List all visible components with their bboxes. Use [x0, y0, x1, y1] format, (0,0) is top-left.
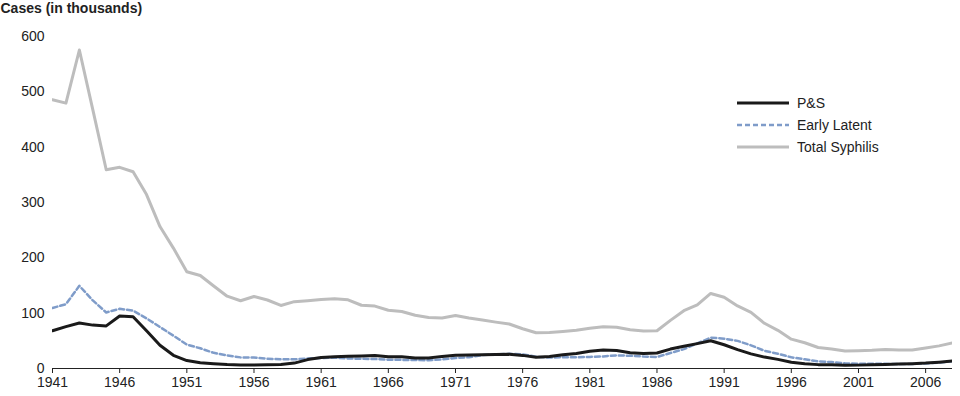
html-text:Early Latent: Early Latent: [797, 117, 872, 133]
svg-text:1991: 1991: [709, 374, 740, 390]
svg-text:1976: 1976: [507, 374, 538, 390]
svg-text:1961: 1961: [306, 374, 337, 390]
svg-text:1996: 1996: [776, 374, 807, 390]
svg-text:1981: 1981: [574, 374, 605, 390]
svg-text:400: 400: [21, 139, 45, 155]
html-text:P&S: P&S: [797, 95, 825, 111]
svg-text:1946: 1946: [104, 374, 135, 390]
svg-text:0: 0: [36, 360, 45, 376]
svg-text:2001: 2001: [843, 374, 874, 390]
svg-text:300: 300: [21, 194, 45, 210]
svg-text:1971: 1971: [440, 374, 471, 390]
svg-text:1941: 1941: [37, 374, 68, 390]
svg-text:2006: 2006: [910, 374, 941, 390]
svg-text:1966: 1966: [373, 374, 404, 390]
svg-text:600: 600: [21, 28, 45, 44]
svg-text:200: 200: [21, 249, 45, 265]
svg-text:Cases (in thousands): Cases (in thousands): [1, 0, 143, 16]
svg-text:500: 500: [21, 83, 45, 99]
svg-text:1956: 1956: [238, 374, 269, 390]
svg-text:100: 100: [21, 305, 45, 321]
html-text:Total Syphilis: Total Syphilis: [797, 139, 879, 155]
svg-text:1986: 1986: [641, 374, 672, 390]
svg-text:1951: 1951: [171, 374, 202, 390]
